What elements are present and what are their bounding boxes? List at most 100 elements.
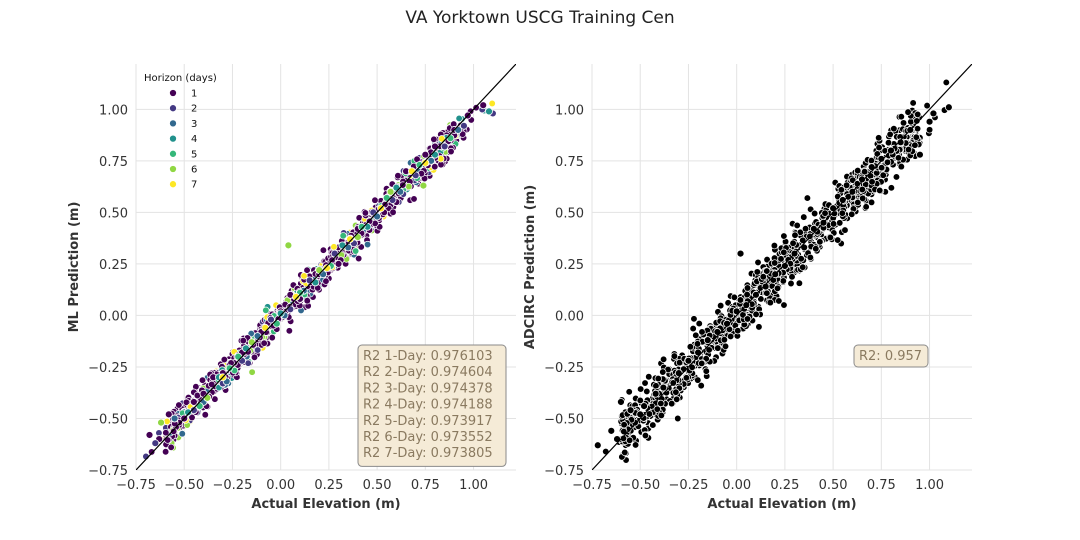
- data-point-series-adcirc: [694, 348, 702, 357]
- x-tick-label: 0.50: [819, 478, 848, 493]
- data-point-background: [654, 374, 662, 383]
- data-point-series-adcirc: [761, 282, 770, 291]
- data-point-background: [689, 324, 697, 333]
- data-point-background: [220, 355, 228, 364]
- data-point-series-5: [195, 402, 204, 411]
- legend-label: 3: [191, 119, 197, 130]
- x-tick-label: −0.50: [620, 478, 660, 493]
- data-point-background: [876, 186, 884, 195]
- x-tick-label: −0.25: [669, 478, 709, 493]
- data-point-background: [643, 387, 651, 396]
- y-axis-label: ML Prediction (m): [67, 202, 82, 333]
- data-point-series-6: [315, 266, 324, 274]
- data-point-background: [925, 126, 934, 134]
- data-point-series-adcirc: [916, 150, 924, 159]
- x-tick-label: 0.25: [770, 478, 799, 493]
- data-point-background: [162, 429, 170, 437]
- chart-panel-left: −0.75 −0.50 −0.25 0.00 0.25 0.50 0.75 1.00 −0.75…: [67, 64, 516, 512]
- data-point-series-adcirc: [651, 389, 660, 398]
- data-point-background: [673, 395, 681, 403]
- data-point-background: [717, 301, 725, 310]
- data-point-background: [641, 379, 649, 387]
- data-point-background: [692, 331, 700, 339]
- data-point-background: [645, 373, 653, 381]
- data-point-series-6: [157, 418, 165, 427]
- y-tick-label: −0.25: [544, 361, 584, 376]
- data-point-background: [911, 141, 919, 149]
- data-point-background: [602, 447, 610, 456]
- data-point-background: [201, 411, 209, 419]
- data-point-series-adcirc: [617, 398, 625, 406]
- data-point-background: [894, 154, 903, 162]
- legend-marker: [169, 104, 177, 113]
- data-point-background: [812, 245, 820, 253]
- data-point-background: [178, 430, 186, 438]
- data-point-background: [472, 104, 480, 112]
- data-point-background: [942, 78, 950, 87]
- data-point-background: [693, 340, 702, 348]
- data-point-series-5: [446, 134, 455, 143]
- data-point-background: [780, 301, 788, 309]
- data-point-background: [907, 118, 915, 126]
- data-point-background: [405, 182, 413, 191]
- data-point-background: [867, 198, 876, 207]
- data-point-background: [773, 284, 782, 292]
- data-point-background: [858, 185, 866, 194]
- data-point-background: [909, 99, 917, 107]
- data-point-background: [657, 411, 666, 420]
- legend-label: 1: [191, 89, 197, 100]
- data-point-series-3: [170, 414, 179, 423]
- legend-marker: [169, 119, 177, 128]
- data-point-series-5: [272, 319, 281, 328]
- data-point-background: [394, 172, 402, 180]
- data-point-background: [912, 133, 920, 141]
- data-point-background: [868, 178, 876, 186]
- data-point-background: [837, 186, 846, 194]
- data-point-background: [720, 336, 728, 344]
- legend-marker: [169, 180, 177, 189]
- data-point-background: [789, 239, 797, 247]
- data-point-background: [268, 333, 276, 342]
- data-point-background: [914, 110, 922, 119]
- data-point-series-6: [419, 181, 428, 190]
- data-point-background: [854, 198, 862, 207]
- data-point-background: [904, 145, 913, 154]
- data-point-background: [841, 226, 849, 234]
- data-point-background: [690, 315, 698, 323]
- data-point-background: [672, 388, 680, 396]
- data-point-background: [797, 255, 805, 263]
- data-point-background: [637, 385, 645, 393]
- data-point-series-adcirc: [607, 426, 616, 435]
- data-point-series-6: [353, 233, 362, 242]
- data-point-background: [488, 99, 496, 108]
- data-point-series-adcirc: [867, 163, 876, 171]
- data-point-series-2: [267, 315, 275, 324]
- data-point-background: [757, 295, 765, 303]
- data-point-background: [848, 210, 856, 218]
- y-tick-label: 0.50: [555, 206, 584, 221]
- data-point-background: [625, 436, 634, 444]
- data-point-series-adcirc: [674, 369, 683, 378]
- data-point-background: [659, 368, 667, 376]
- data-point-series-6: [386, 187, 395, 196]
- data-point-background: [771, 259, 779, 267]
- data-point-series-3: [373, 212, 382, 221]
- data-point-background: [355, 254, 363, 263]
- data-point-background: [695, 319, 703, 328]
- x-tick-label: −0.50: [164, 478, 204, 493]
- data-point-series-5: [382, 194, 391, 202]
- legend-label: 6: [191, 165, 197, 176]
- y-tick-label: 0.75: [555, 155, 584, 170]
- data-point-background: [431, 163, 439, 171]
- data-point-series-6: [247, 338, 256, 347]
- y-tick-label: 0.50: [99, 206, 128, 221]
- data-point-background: [875, 134, 883, 142]
- data-point-background: [879, 171, 887, 179]
- data-point-background: [726, 332, 735, 341]
- y-tick-label: 1.00: [99, 103, 128, 118]
- data-point-series-2: [440, 142, 449, 151]
- data-point-background: [890, 125, 898, 133]
- data-point-background: [285, 327, 294, 335]
- data-point-background: [649, 421, 657, 429]
